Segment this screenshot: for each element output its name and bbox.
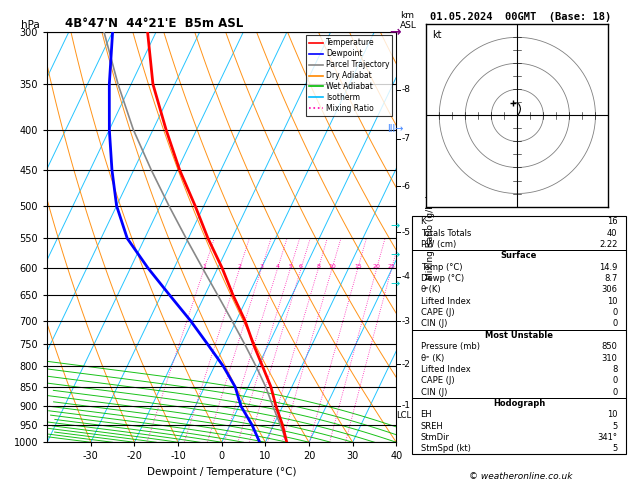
Text: 3: 3 [259, 264, 264, 269]
Text: →: → [391, 221, 399, 231]
Text: Temp (°C): Temp (°C) [421, 263, 462, 272]
Text: Totals Totals: Totals Totals [421, 229, 471, 238]
Text: K: K [421, 217, 426, 226]
Text: Hodograph: Hodograph [493, 399, 545, 408]
Text: →: → [389, 25, 401, 38]
Text: 306: 306 [601, 285, 617, 295]
X-axis label: Dewpoint / Temperature (°C): Dewpoint / Temperature (°C) [147, 467, 296, 477]
Text: 20: 20 [372, 264, 381, 269]
Text: -8: -8 [401, 86, 411, 94]
Text: 10: 10 [607, 297, 617, 306]
Text: 6: 6 [299, 264, 303, 269]
Text: CIN (J): CIN (J) [421, 387, 447, 397]
Text: Most Unstable: Most Unstable [485, 331, 553, 340]
Text: CAPE (J): CAPE (J) [421, 308, 454, 317]
Text: 4: 4 [276, 264, 279, 269]
Text: Pressure (mb): Pressure (mb) [421, 342, 479, 351]
Text: -1: -1 [401, 401, 411, 411]
Text: Surface: Surface [501, 251, 537, 260]
Text: 10: 10 [607, 410, 617, 419]
Text: 341°: 341° [598, 433, 617, 442]
Text: 8: 8 [612, 365, 617, 374]
Text: 25: 25 [387, 264, 396, 269]
Text: 01.05.2024  00GMT  (Base: 18): 01.05.2024 00GMT (Base: 18) [430, 12, 611, 22]
Text: -3: -3 [401, 316, 411, 326]
Text: 16: 16 [607, 217, 617, 226]
Text: CIN (J): CIN (J) [421, 319, 447, 329]
Text: 310: 310 [601, 353, 617, 363]
Text: lll→: lll→ [387, 124, 403, 134]
Text: 10: 10 [328, 264, 336, 269]
Text: -7: -7 [401, 135, 411, 143]
Text: Mixing Ratio (g/kg): Mixing Ratio (g/kg) [426, 194, 435, 280]
Text: CAPE (J): CAPE (J) [421, 376, 454, 385]
Text: 5: 5 [612, 444, 617, 453]
Text: θᵉ(K): θᵉ(K) [421, 285, 441, 295]
Text: Lifted Index: Lifted Index [421, 365, 470, 374]
Text: 5: 5 [288, 264, 292, 269]
Text: 5: 5 [612, 421, 617, 431]
Text: →: → [391, 250, 399, 260]
Text: 2: 2 [238, 264, 242, 269]
Text: hPa: hPa [21, 19, 40, 30]
Text: LCL: LCL [396, 411, 411, 420]
Text: 14.9: 14.9 [599, 263, 617, 272]
Text: SREH: SREH [421, 421, 443, 431]
Text: PW (cm): PW (cm) [421, 240, 456, 249]
Text: →: → [391, 279, 399, 289]
Legend: Temperature, Dewpoint, Parcel Trajectory, Dry Adiabat, Wet Adiabat, Isotherm, Mi: Temperature, Dewpoint, Parcel Trajectory… [306, 35, 392, 116]
Text: 0: 0 [612, 376, 617, 385]
Text: -2: -2 [401, 360, 410, 368]
Text: 15: 15 [354, 264, 362, 269]
Text: Lifted Index: Lifted Index [421, 297, 470, 306]
Text: 850: 850 [601, 342, 617, 351]
Text: kt: kt [431, 30, 441, 40]
Text: km
ASL: km ASL [400, 11, 416, 30]
Text: 2.22: 2.22 [599, 240, 617, 249]
Text: Dewp (°C): Dewp (°C) [421, 274, 464, 283]
Text: -6: -6 [401, 182, 411, 191]
Text: 8.7: 8.7 [604, 274, 617, 283]
Text: StmSpd (kt): StmSpd (kt) [421, 444, 470, 453]
Text: 0: 0 [612, 319, 617, 329]
Text: © weatheronline.co.uk: © weatheronline.co.uk [469, 472, 572, 481]
Text: 0: 0 [612, 387, 617, 397]
Text: EH: EH [421, 410, 432, 419]
Text: 1: 1 [203, 264, 206, 269]
Text: 8: 8 [316, 264, 320, 269]
Text: 0: 0 [612, 308, 617, 317]
Text: 40: 40 [607, 229, 617, 238]
Text: -5: -5 [401, 227, 411, 237]
Text: StmDir: StmDir [421, 433, 450, 442]
Text: θᵉ (K): θᵉ (K) [421, 353, 444, 363]
Text: -4: -4 [401, 273, 410, 281]
Text: 4B°47'N  44°21'E  B5m ASL: 4B°47'N 44°21'E B5m ASL [65, 17, 243, 31]
